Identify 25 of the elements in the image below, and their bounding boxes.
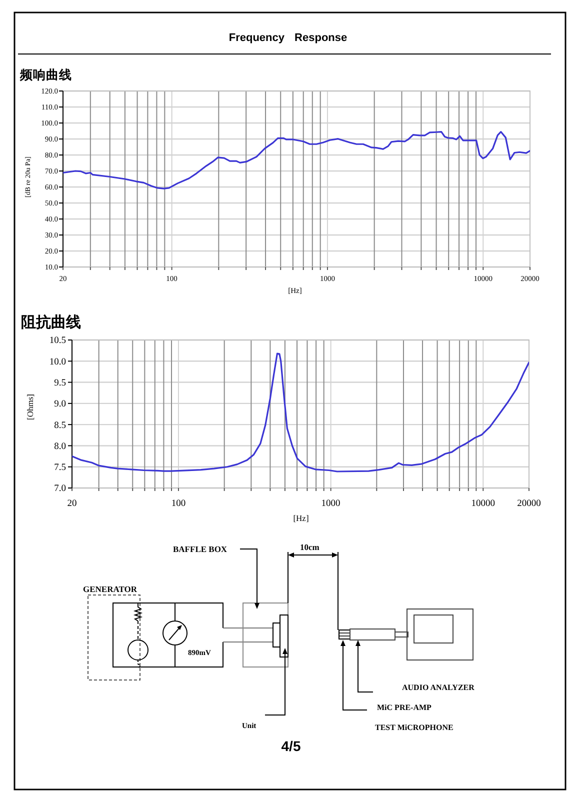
text: AUDIO ANALYZER (402, 683, 475, 692)
y-tick-label: 9.5 (54, 378, 66, 389)
chart-subtitle: 频响曲线 (19, 68, 72, 82)
text: 10cm (300, 542, 320, 552)
text: MiC PRE-AMP (377, 703, 432, 712)
y-tick-label: 9.0 (54, 400, 66, 410)
text: TEST MiCROPHONE (375, 723, 454, 732)
x-tick-label: 1000 (321, 499, 341, 509)
chart-title: 阻抗曲线 (21, 314, 81, 331)
text: BAFFLE BOX (173, 544, 228, 554)
text: 4/5 (281, 738, 301, 754)
y-tick-label: 8.5 (54, 420, 66, 431)
x-tick-label: 10000 (471, 499, 496, 509)
y-tick-label: 10.5 (49, 336, 66, 346)
chart-title: Frequency Response (228, 32, 348, 44)
y-tick-label: 8.0 (54, 442, 66, 452)
y-tick-label: 7.5 (54, 463, 66, 474)
y-axis-title: [Ohms] (25, 394, 35, 420)
x-axis-title: [Hz] (293, 513, 309, 523)
y-tick-label: 7.0 (54, 484, 66, 494)
x-tick-label: 20 (67, 499, 77, 509)
y-tick-label: 10.0 (49, 357, 66, 368)
text: GENERATOR (83, 584, 138, 594)
x-tick-label: 100 (171, 499, 186, 509)
x-tick-label: 20000 (517, 499, 542, 509)
